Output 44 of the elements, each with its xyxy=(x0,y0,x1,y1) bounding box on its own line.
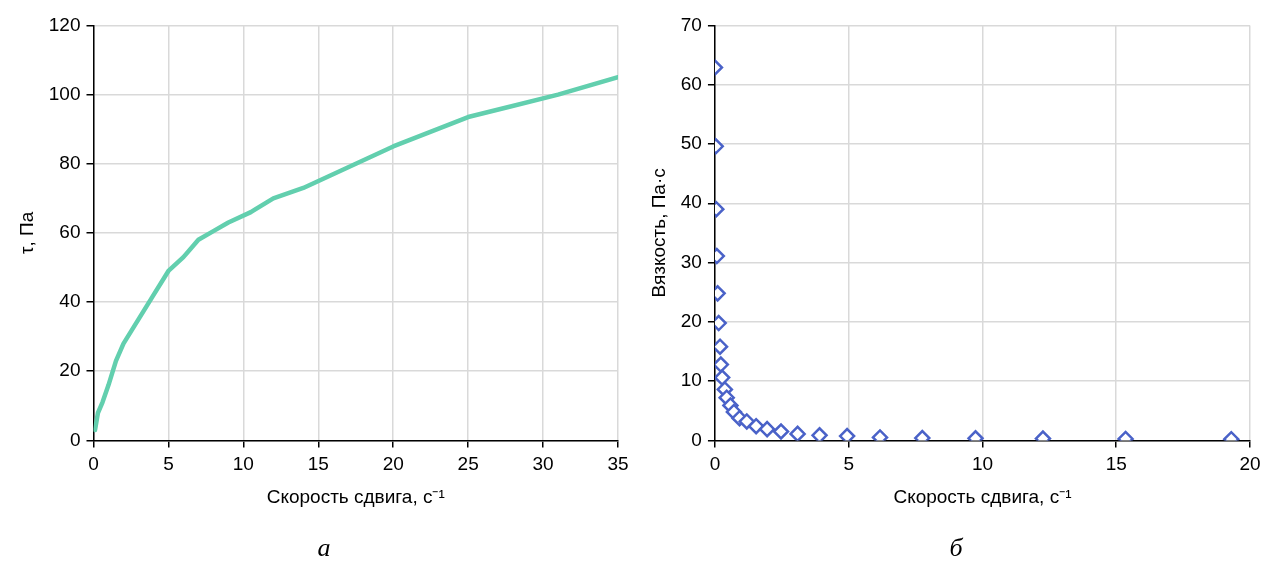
x-tick-label: 15 xyxy=(307,453,329,475)
point xyxy=(772,423,790,440)
y-tick-label: 100 xyxy=(48,82,81,104)
y-tick-label: 20 xyxy=(680,310,702,332)
y-tick-label: 10 xyxy=(680,369,702,391)
y-tick-label: 60 xyxy=(59,221,81,243)
point xyxy=(738,413,756,430)
point xyxy=(714,356,730,373)
y-tick-label: 20 xyxy=(59,359,81,381)
x-tick-label: 35 xyxy=(607,453,629,475)
y-tick-label: 0 xyxy=(691,428,702,450)
y-tick-label: 120 xyxy=(48,13,81,35)
point xyxy=(714,369,731,386)
point xyxy=(789,425,806,441)
x-tick-label: 25 xyxy=(457,453,479,475)
y-tick-label: 70 xyxy=(680,13,702,35)
point xyxy=(811,427,828,441)
x-tick-label: 5 xyxy=(843,453,854,475)
y-tick-label: 50 xyxy=(680,132,702,154)
text: а xyxy=(317,533,331,563)
y-tick-label: 60 xyxy=(680,72,702,94)
y-tick-label: 80 xyxy=(59,151,81,173)
y-tick-label: 0 xyxy=(69,428,81,450)
point xyxy=(714,338,729,355)
y-tick-label: 40 xyxy=(59,290,81,312)
x-tick-label: 15 xyxy=(1105,453,1127,475)
y-axis-title: Вязкость, Па·с xyxy=(647,168,669,298)
x-tick-label: 10 xyxy=(232,453,254,475)
x-tick-label: 30 xyxy=(532,453,554,475)
point xyxy=(747,417,765,435)
y-tick-label: 40 xyxy=(680,191,702,213)
point xyxy=(758,420,776,438)
x-tick-label: 0 xyxy=(88,453,99,475)
x-axis-title: Скорость сдвига, с⁻¹ xyxy=(266,485,445,507)
y-tick-label: 30 xyxy=(680,250,702,272)
point xyxy=(838,427,856,441)
x-tick-label: 20 xyxy=(382,453,404,475)
x-tick-label: 0 xyxy=(709,453,721,475)
x-tick-label: 5 xyxy=(163,453,174,475)
x-tick-label: 20 xyxy=(1239,453,1261,475)
x-axis-title: Скорость сдвига, с⁻¹ xyxy=(893,485,1072,507)
y-axis-title: τ, Па xyxy=(15,211,37,255)
x-tick-label: 10 xyxy=(971,453,994,475)
text: б xyxy=(949,533,963,563)
